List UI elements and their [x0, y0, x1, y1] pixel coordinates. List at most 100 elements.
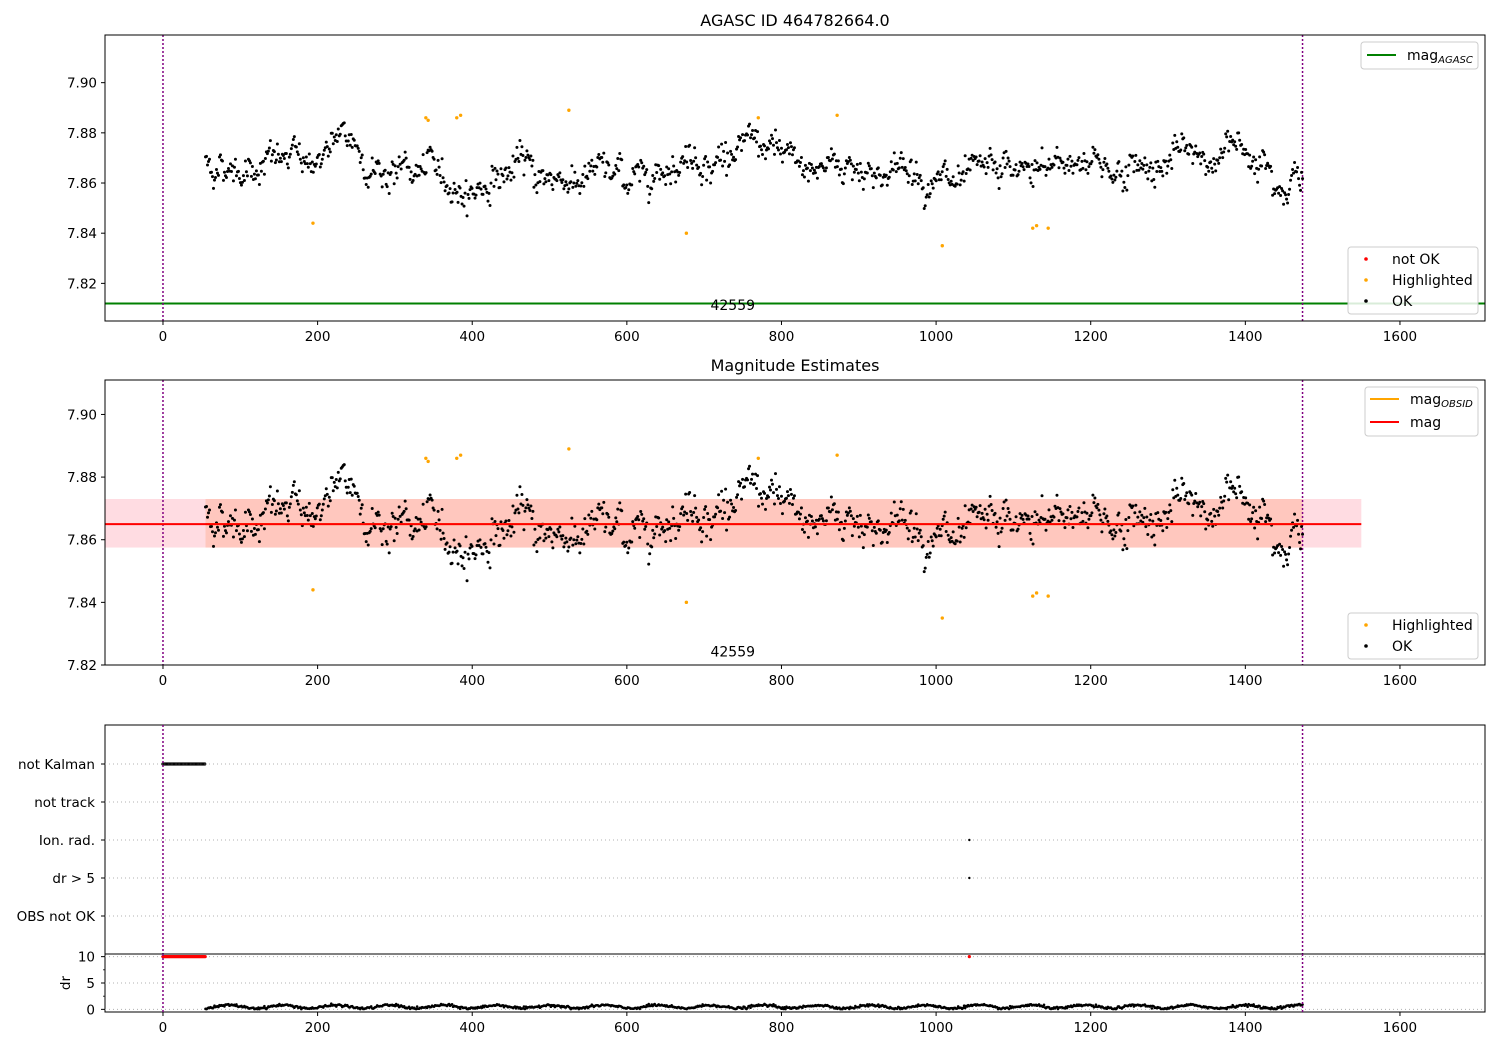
agasc-y-tick-label: 7.84	[67, 226, 97, 242]
magest-ok-point	[1006, 506, 1010, 510]
magest-ok-point	[239, 540, 243, 544]
magest-ok-point	[345, 491, 349, 495]
magest-ok-point	[708, 518, 712, 522]
magest-ok-point	[507, 519, 511, 523]
agasc-ok-point	[1204, 172, 1208, 176]
agasc-ok-point	[817, 165, 821, 169]
magest-ok-point	[944, 529, 948, 533]
agasc-ok-point	[253, 177, 257, 181]
agasc-ok-point	[775, 146, 779, 150]
agasc-ok-point	[590, 158, 594, 162]
magest-ok-point	[1075, 515, 1079, 519]
dr-point	[1131, 1003, 1135, 1006]
agasc-ok-point	[439, 181, 443, 185]
agasc-ok-point	[606, 161, 610, 165]
agasc-ok-point	[478, 181, 482, 185]
magest-ok-point	[1059, 510, 1063, 514]
agasc-ok-point	[898, 156, 902, 160]
agasc-ok-point	[1250, 164, 1254, 168]
magest-ok-point	[531, 509, 535, 513]
magest-ok-point	[355, 491, 359, 495]
agasc-ok-point	[1047, 157, 1051, 161]
magest-ok-point	[234, 529, 238, 533]
agasc-ok-point	[786, 146, 790, 150]
magest-ok-point	[1159, 519, 1163, 523]
magest-ok-point	[1153, 543, 1157, 547]
agasc-ok-point	[533, 173, 537, 177]
magest-ok-point	[706, 512, 710, 516]
agasc-ok-point	[419, 167, 423, 171]
magest-ok-point	[627, 546, 631, 550]
agasc-x-tick-label: 800	[769, 329, 795, 345]
magest-ok-point	[1082, 501, 1086, 505]
agasc-legend-point-label: Highlighted	[1392, 273, 1473, 289]
magest-ok-point	[266, 498, 270, 502]
magest-ok-point	[1106, 519, 1110, 523]
magest-ok-point	[494, 534, 498, 538]
magest-ok-point	[910, 540, 914, 544]
agasc-x-tick-label: 0	[159, 329, 168, 345]
agasc-ok-point	[763, 144, 767, 148]
agasc-ok-point	[805, 166, 809, 170]
magest-ok-point	[496, 527, 500, 531]
agasc-ok-point	[573, 170, 577, 174]
agasc-ok-point	[736, 145, 740, 149]
magest-ok-point	[775, 494, 779, 498]
magest-ok-point	[243, 510, 247, 514]
agasc-ok-point	[821, 166, 825, 170]
agasc-ok-point	[1209, 160, 1213, 164]
agasc-ok-point	[1221, 156, 1225, 160]
agasc-ok-point	[326, 154, 330, 158]
agasc-ok-point	[904, 169, 908, 173]
magest-ok-point	[1277, 551, 1281, 555]
agasc-ok-point	[241, 174, 245, 178]
agasc-ok-point	[679, 160, 683, 164]
magest-ok-point	[1168, 503, 1172, 507]
magest-ok-point	[791, 496, 795, 500]
agasc-ok-point	[855, 162, 859, 166]
magest-ok-point	[895, 513, 899, 517]
agasc-ok-point	[417, 173, 421, 177]
magest-ok-point	[311, 524, 315, 528]
agasc-ok-point	[897, 166, 901, 170]
magest-legend-line-label: mag	[1410, 415, 1441, 431]
agasc-ok-point	[884, 173, 888, 177]
magest-ok-point	[284, 501, 288, 505]
magest-ok-point	[270, 502, 274, 506]
magest-ok-point	[983, 507, 987, 511]
dr-y-axis-label: dr	[58, 975, 74, 990]
agasc-ok-point	[790, 153, 794, 157]
flags-row-label: not track	[34, 795, 95, 811]
magest-ok-point	[1296, 518, 1300, 522]
agasc-ok-point	[1196, 155, 1200, 159]
agasc-ok-point	[1044, 173, 1048, 177]
agasc-ok-point	[1173, 133, 1177, 137]
agasc-ok-point	[1183, 149, 1187, 153]
magest-ok-point	[931, 544, 935, 548]
magest-ok-point	[1193, 499, 1197, 503]
magest-ok-point	[1138, 510, 1142, 514]
agasc-ok-point	[288, 152, 292, 156]
agasc-ok-point	[757, 154, 761, 158]
agasc-ok-point	[502, 180, 506, 184]
magest-ok-point	[776, 497, 780, 501]
magest-ok-point	[290, 490, 294, 494]
magest-ok-point	[661, 525, 665, 529]
agasc-ok-point	[291, 137, 295, 141]
agasc-ok-point	[880, 183, 884, 187]
magest-ok-point	[1216, 509, 1220, 513]
magest-ok-point	[1149, 513, 1153, 517]
flag-not-kalman-point	[203, 762, 207, 766]
agasc-ok-point	[787, 152, 791, 156]
agasc-x-tick-label: 1600	[1383, 329, 1417, 345]
agasc-ok-point	[826, 156, 830, 160]
agasc-ok-point	[1033, 159, 1037, 163]
magest-highlighted-point	[567, 447, 571, 451]
magest-ok-point	[1247, 517, 1251, 521]
magest-ok-point	[302, 511, 306, 515]
magest-ok-point	[1125, 547, 1129, 551]
magest-ok-point	[320, 508, 324, 512]
magest-ok-point	[439, 537, 443, 541]
magest-ok-point	[392, 539, 396, 543]
